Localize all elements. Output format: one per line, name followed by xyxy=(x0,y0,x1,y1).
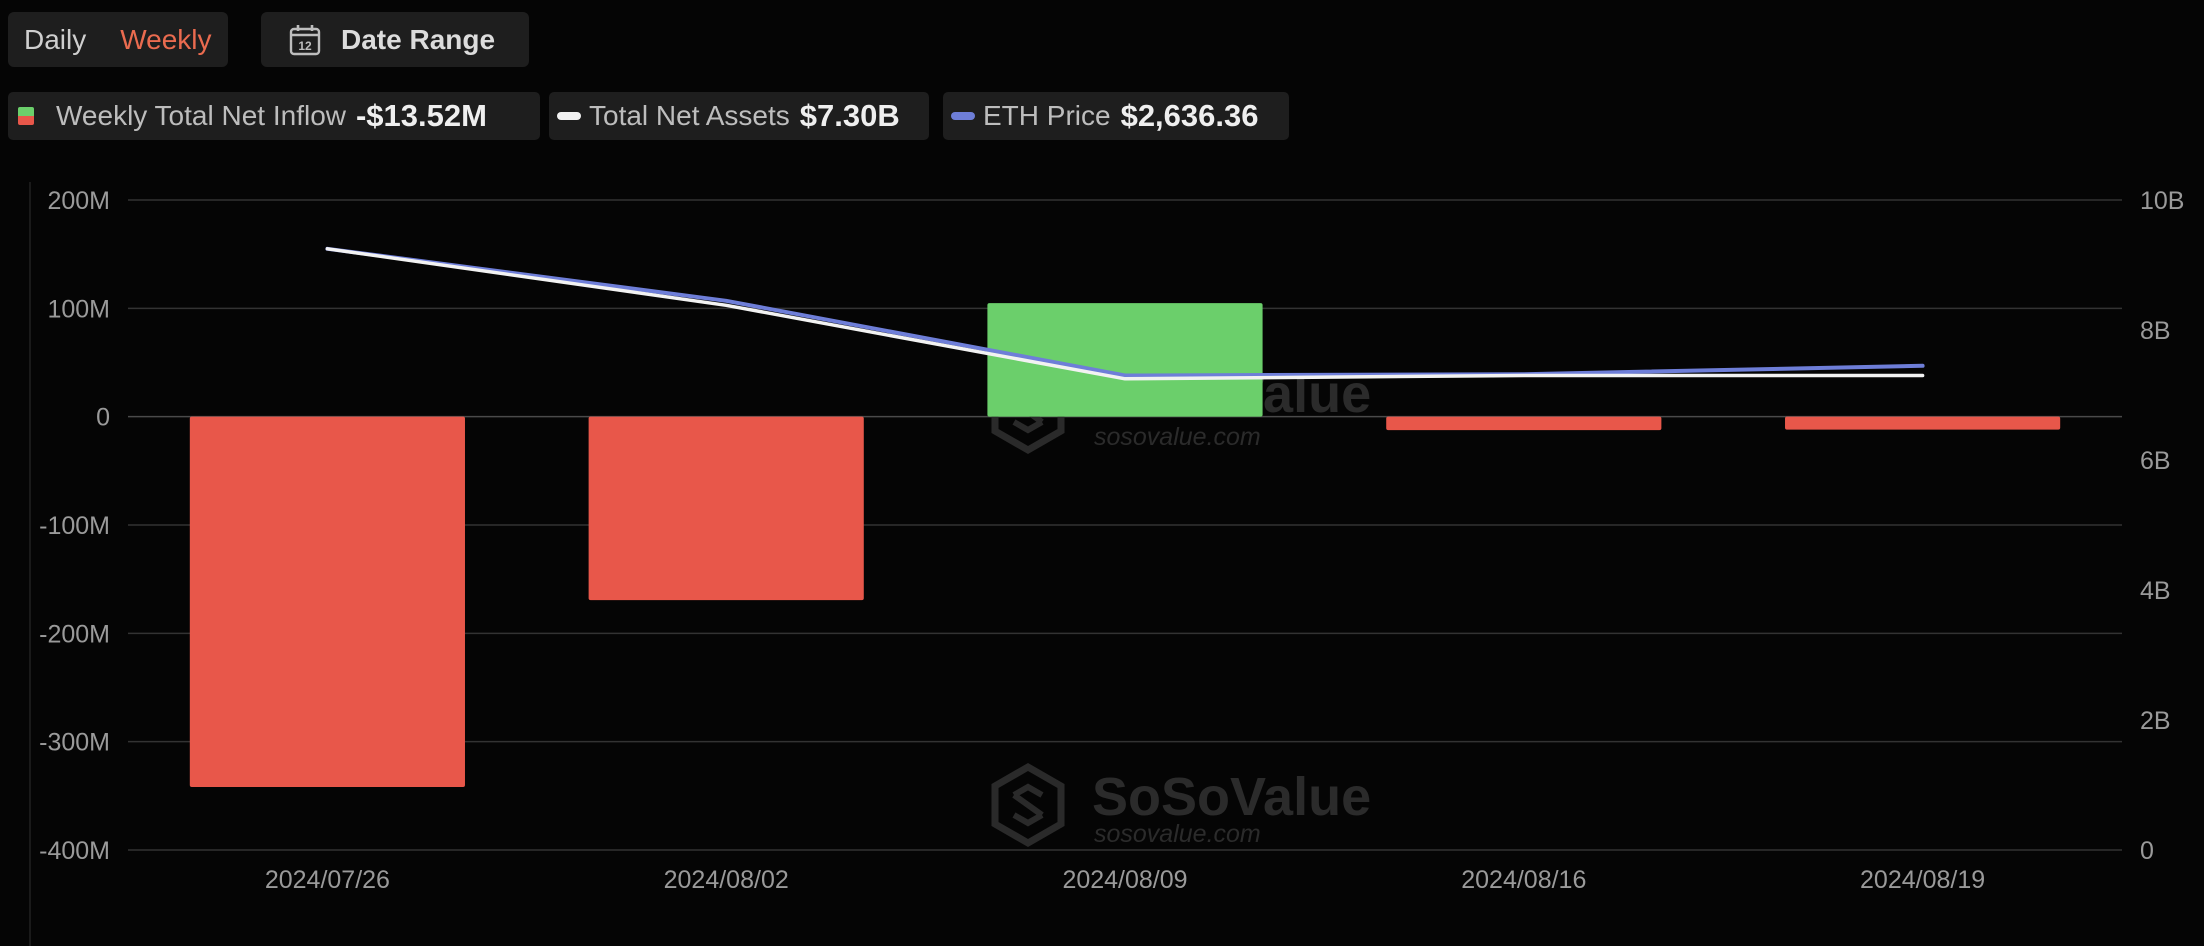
date-range-label: Date Range xyxy=(341,23,496,55)
watermark-bottom: SoSoValue sosovalue.com xyxy=(991,762,1371,848)
y-right-tick-label: 10B xyxy=(2140,187,2184,215)
bar xyxy=(588,416,864,601)
axis-labels: 200M 100M 0 -100M -200M -300M -400M 10B 8B 6B 4B 2B… xyxy=(39,187,2184,894)
x-tick-label: 2024/08/19 xyxy=(1860,866,1985,894)
y-right-tick-label: 2B xyxy=(2140,707,2171,735)
bar-swatch-icon xyxy=(18,107,34,125)
x-tick-label: 2024/08/16 xyxy=(1461,866,1586,894)
watermark-url: sosovalue.com xyxy=(1094,423,1261,451)
y-left-tick-label: 0 xyxy=(96,404,110,432)
interval-toggle: Daily Weekly xyxy=(8,12,228,67)
legend-net-inflow-label: Weekly Total Net Inflow xyxy=(56,100,346,131)
eth-price-line xyxy=(325,246,1925,378)
legend-eth-price[interactable]: ETH Price $2,636.36 xyxy=(943,92,1289,140)
legend-net-inflow[interactable]: Weekly Total Net Inflow -$13.52M xyxy=(8,92,540,140)
y-right-tick-label: 6B xyxy=(2140,447,2171,475)
line-series xyxy=(325,246,1925,381)
y-left-tick-label: -400M xyxy=(39,837,110,865)
date-range-button[interactable]: 12 Date Range xyxy=(261,12,529,67)
bar-series xyxy=(189,303,2061,787)
bar xyxy=(1785,416,2061,430)
y-left-tick-label: 100M xyxy=(47,295,110,323)
bar xyxy=(987,303,1263,417)
y-left-tick-label: -200M xyxy=(39,620,110,648)
legend-net-assets-value: $7.30B xyxy=(799,98,900,133)
sosovalue-logo-icon xyxy=(991,762,1065,848)
watermarks: SoSoValue sosovalue.com SoSoValue sosova… xyxy=(991,364,1371,848)
y-right-tick-label: 0 xyxy=(2140,837,2154,865)
bar xyxy=(1386,416,1662,431)
legend-net-assets-label: Total Net Assets xyxy=(589,100,790,131)
bar xyxy=(189,416,465,787)
legend-net-inflow-value: -$13.52M xyxy=(355,98,487,133)
calendar-icon-number: 12 xyxy=(298,39,312,53)
x-tick-label: 2024/08/09 xyxy=(1062,866,1187,894)
watermark-url: sosovalue.com xyxy=(1094,820,1261,848)
line-swatch-icon xyxy=(557,112,581,120)
total-net-assets-line xyxy=(325,247,1925,381)
y-right-tick-label: 8B xyxy=(2140,317,2171,345)
y-right-tick-label: 4B xyxy=(2140,577,2171,605)
calendar-icon: 12 xyxy=(289,24,321,56)
legend-eth-price-label: ETH Price xyxy=(983,100,1111,131)
line-swatch-icon xyxy=(951,112,975,120)
y-left-tick-label: -100M xyxy=(39,512,110,540)
legend-eth-price-value: $2,636.36 xyxy=(1120,98,1259,133)
legend-net-assets[interactable]: Total Net Assets $7.30B xyxy=(549,92,929,140)
weekly-option[interactable]: Weekly xyxy=(120,23,212,55)
y-left-tick-label: -300M xyxy=(39,729,110,757)
daily-option[interactable]: Daily xyxy=(24,23,87,55)
watermark-brand: SoSoValue xyxy=(1092,767,1371,827)
x-tick-label: 2024/08/02 xyxy=(664,866,789,894)
y-left-tick-label: 200M xyxy=(47,187,110,215)
x-tick-label: 2024/07/26 xyxy=(265,866,390,894)
